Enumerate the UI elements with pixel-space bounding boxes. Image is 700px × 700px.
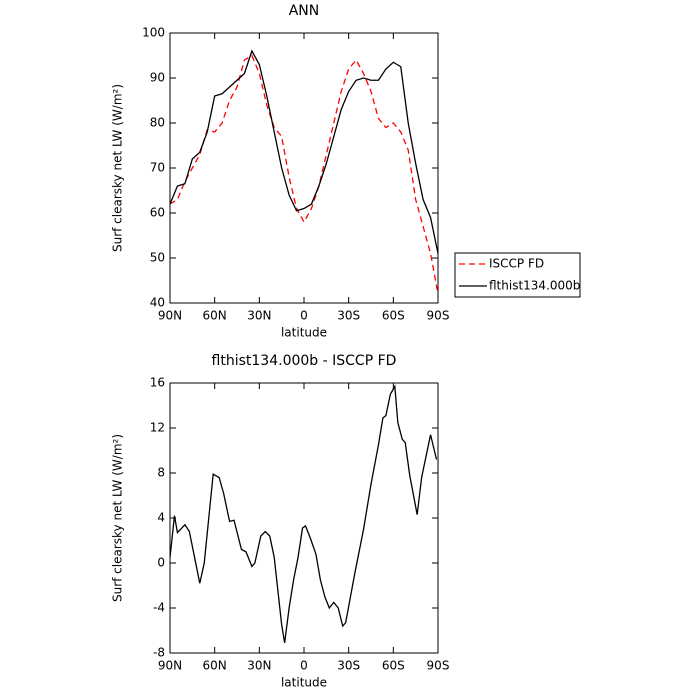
y-tick-label: -4 bbox=[153, 601, 165, 615]
y-tick-label: 12 bbox=[150, 421, 165, 435]
y-tick-label: 50 bbox=[150, 251, 165, 265]
legend-box bbox=[454, 252, 581, 298]
x-tick-label: 0 bbox=[300, 659, 308, 673]
y-tick-label: 8 bbox=[157, 466, 165, 480]
x-tick-label: 30S bbox=[337, 309, 360, 323]
x-tick-label: 90S bbox=[427, 309, 450, 323]
x-axis-label: latitude bbox=[281, 326, 327, 340]
x-tick-label: 60N bbox=[203, 309, 227, 323]
x-tick-label: 90N bbox=[158, 309, 182, 323]
data-line bbox=[169, 384, 438, 643]
x-tick-label: 60N bbox=[203, 659, 227, 673]
x-tick-label: 0 bbox=[300, 309, 308, 323]
y-tick-label: 4 bbox=[157, 511, 165, 525]
y-tick-label: 100 bbox=[142, 26, 165, 40]
y-axis-label: Surf clearsky net LW (W/m²) bbox=[111, 84, 125, 252]
x-tick-label: 90S bbox=[427, 659, 450, 673]
x-tick-label: 60S bbox=[382, 659, 405, 673]
y-tick-label: 40 bbox=[150, 296, 165, 310]
x-tick-label: 90N bbox=[158, 659, 182, 673]
y-tick-label: 16 bbox=[150, 376, 165, 390]
y-tick-label: -8 bbox=[153, 646, 165, 660]
chart-title: flthist134.000b - ISCCP FD bbox=[212, 353, 397, 369]
y-tick-label: 70 bbox=[150, 161, 165, 175]
x-axis-label: latitude bbox=[281, 676, 327, 690]
y-tick-label: 0 bbox=[157, 556, 165, 570]
plot-frame bbox=[169, 32, 439, 304]
data-line bbox=[169, 49, 439, 254]
y-axis-label: Surf clearsky net LW (W/m²) bbox=[111, 434, 125, 602]
y-tick-label: 80 bbox=[150, 116, 165, 130]
y-tick-label: 60 bbox=[150, 206, 165, 220]
chart-title: ANN bbox=[289, 3, 320, 19]
x-tick-label: 30S bbox=[337, 659, 360, 673]
legend-label: ISCCP FD bbox=[489, 257, 544, 271]
legend-label: flthist134.000b bbox=[489, 279, 580, 293]
x-tick-label: 30N bbox=[247, 659, 271, 673]
data-line bbox=[169, 54, 439, 295]
y-tick-label: 90 bbox=[150, 71, 165, 85]
x-tick-label: 60S bbox=[382, 309, 405, 323]
x-tick-label: 30N bbox=[247, 309, 271, 323]
